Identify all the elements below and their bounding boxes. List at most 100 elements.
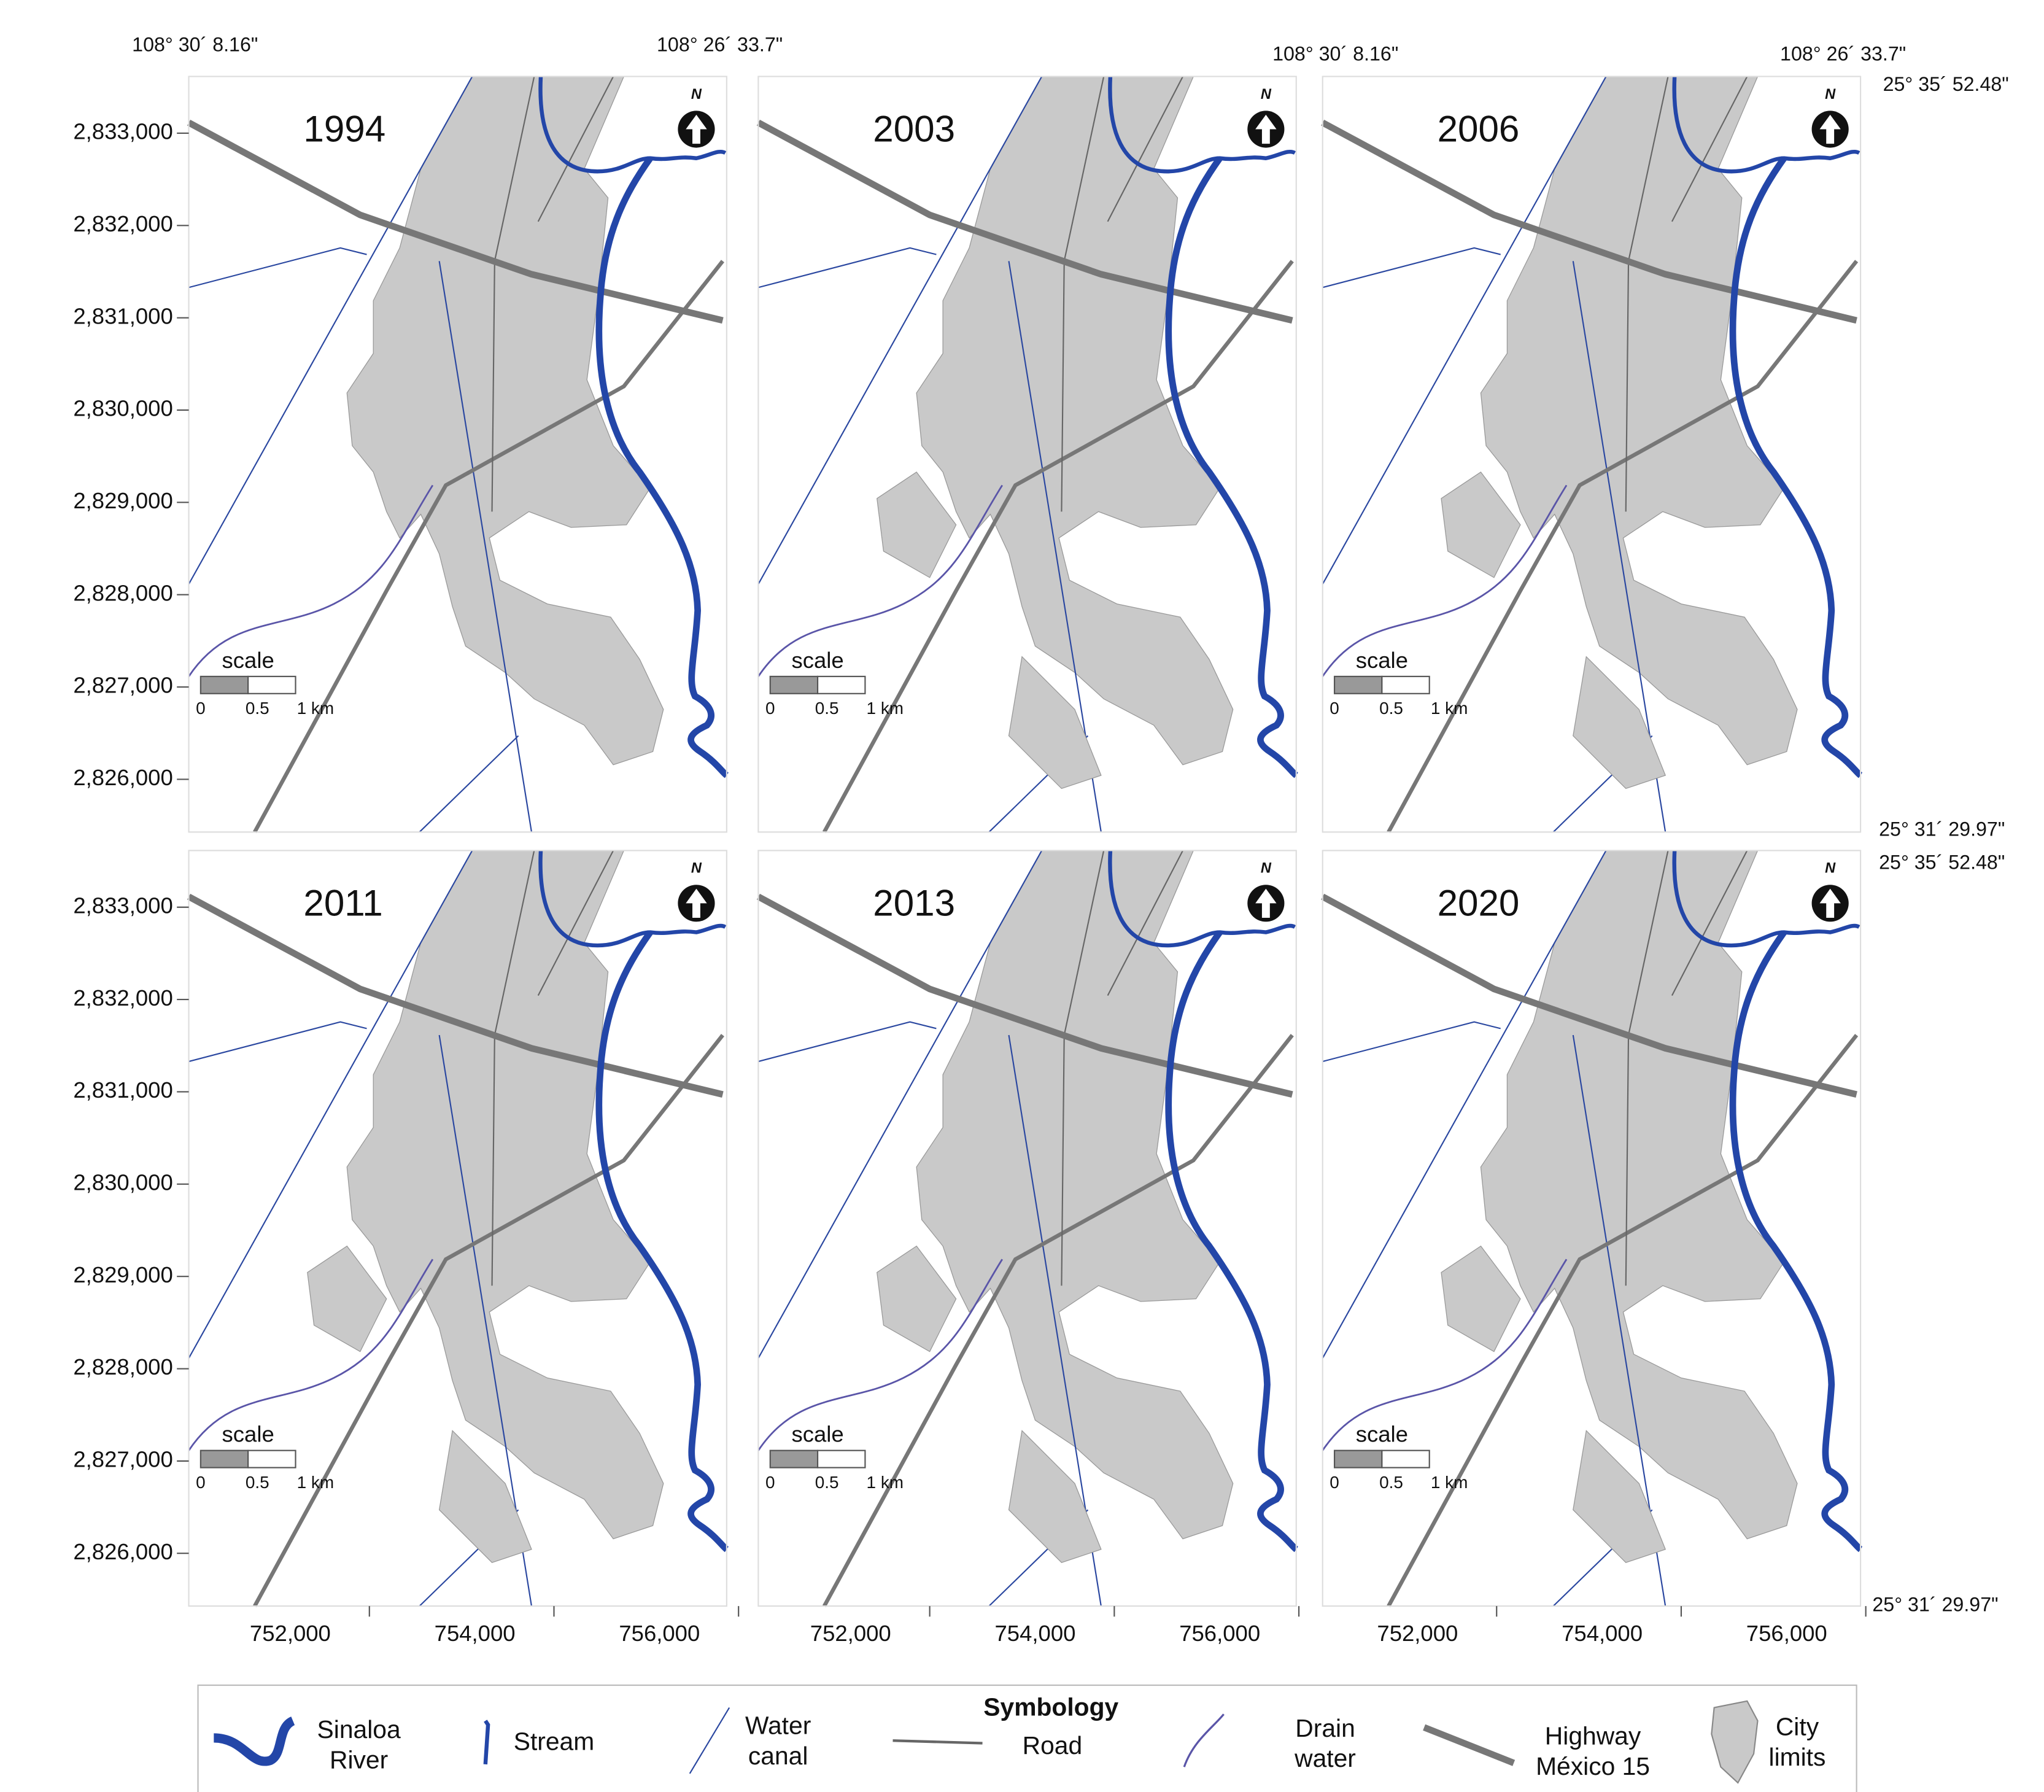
city-expansion	[307, 1245, 532, 1564]
legend-icon	[689, 1707, 730, 1774]
coordinate-label: 108° 26´ 33.7"	[1780, 43, 1906, 65]
scale-bar	[769, 1449, 819, 1468]
y-tick-label: 2,832,000	[73, 211, 172, 236]
scale-title: scale	[1356, 648, 1408, 673]
legend-box	[197, 1684, 1857, 1792]
map-features	[189, 77, 727, 832]
scale-title: scale	[222, 648, 274, 673]
scale-label: 1 km	[297, 699, 334, 718]
scale-bar	[1333, 675, 1383, 694]
panel-frame	[757, 850, 1297, 1607]
legend-icon	[483, 1720, 490, 1765]
north-arrow	[1247, 111, 1285, 148]
scale-bar	[1333, 1449, 1383, 1468]
scale-label: 0.5	[815, 1473, 839, 1492]
scale-bar	[247, 1449, 296, 1468]
legend-label: canal	[748, 1742, 808, 1770]
legend-title: Symbology	[983, 1693, 1118, 1721]
scale-label: 1 km	[1431, 1473, 1468, 1492]
scale-label: 0.5	[1379, 699, 1403, 718]
legend-label: River	[330, 1745, 388, 1774]
scale-bar	[817, 1449, 866, 1468]
legend-label: water	[1294, 1744, 1356, 1772]
y-tick-label: 2,829,000	[73, 488, 172, 513]
scale-bar	[1381, 1449, 1430, 1468]
legend-label: Water	[745, 1712, 811, 1740]
x-tick-label: 754,000	[995, 1621, 1076, 1646]
legend-label: México 15	[1536, 1752, 1650, 1780]
x-tick-label: 756,000	[619, 1621, 700, 1646]
legend-label: Stream	[514, 1727, 595, 1755]
x-tick-label: 752,000	[1377, 1621, 1458, 1646]
legend-icon	[1183, 1713, 1225, 1767]
y-tick-label: 2,831,000	[73, 303, 172, 328]
north-label: N	[1825, 87, 1836, 103]
legend-label: Highway	[1545, 1722, 1641, 1750]
north-arrow	[678, 885, 715, 922]
city-expansion	[877, 471, 1102, 789]
north-label: N	[1261, 87, 1272, 103]
panel-frame	[188, 76, 727, 833]
y-tick-label: 2,831,000	[73, 1077, 172, 1103]
scale-label: 0.5	[246, 699, 269, 718]
scale-label: 1 km	[867, 699, 904, 718]
y-tick-label: 2,827,000	[73, 673, 172, 698]
legend-icon	[213, 1716, 296, 1766]
scale-bar	[247, 675, 296, 694]
scale-label: 0.5	[246, 1473, 269, 1492]
panel-year: 1994	[303, 109, 385, 150]
north-label: N	[691, 87, 702, 103]
city-expansion	[1441, 1245, 1667, 1564]
legend-icon	[892, 1739, 983, 1745]
coordinate-label: 25° 35´ 52.48"	[1883, 73, 2009, 95]
scale-title: scale	[1356, 1422, 1408, 1447]
scale-bar	[1381, 675, 1430, 694]
scale-label: 0	[196, 1473, 206, 1492]
scale-bar	[199, 675, 249, 694]
legend-label: Sinaloa	[317, 1715, 401, 1744]
y-tick-label: 2,833,000	[73, 119, 172, 144]
coordinate-label: 108° 30´ 8.16"	[132, 34, 258, 56]
coordinate-label: 25° 31´ 29.97"	[1879, 818, 2005, 840]
scale-label: 0.5	[1379, 1473, 1403, 1492]
y-tick-label: 2,827,000	[73, 1447, 172, 1472]
legend-label: City	[1776, 1713, 1819, 1741]
coordinate-label: 25° 35´ 52.48"	[1879, 851, 2005, 873]
y-tick-label: 2,833,000	[73, 893, 172, 918]
y-tick-label: 2,828,000	[73, 580, 172, 605]
panel-frame	[757, 76, 1297, 833]
x-tick-label: 752,000	[250, 1621, 331, 1646]
scale-label: 0	[1330, 1473, 1339, 1492]
city-expansion	[877, 1245, 1102, 1564]
north-label: N	[1825, 861, 1836, 877]
scale-bar	[817, 675, 866, 694]
north-arrow	[1811, 885, 1849, 922]
legend-label: Road	[1023, 1731, 1083, 1759]
legend-label: Drain	[1295, 1714, 1355, 1742]
scale-label: 0	[1330, 699, 1339, 718]
x-tick-label: 756,000	[1746, 1621, 1827, 1646]
scale-bar	[769, 675, 819, 694]
legend-label: limits	[1769, 1743, 1826, 1771]
panel-year: 2003	[873, 109, 955, 150]
scale-label: 1 km	[867, 1473, 904, 1492]
scale-title: scale	[791, 648, 843, 673]
panel-year: 2006	[1438, 109, 1520, 150]
x-tick-label: 752,000	[810, 1621, 891, 1646]
north-arrow	[1811, 111, 1849, 148]
panel-year: 2011	[303, 882, 382, 923]
scale-label: 1 km	[297, 1473, 334, 1492]
x-tick-label: 754,000	[435, 1621, 516, 1646]
scale-title: scale	[222, 1422, 274, 1447]
y-tick-label: 2,829,000	[73, 1262, 172, 1287]
north-label: N	[1261, 861, 1272, 877]
y-tick-label: 2,832,000	[73, 985, 172, 1010]
